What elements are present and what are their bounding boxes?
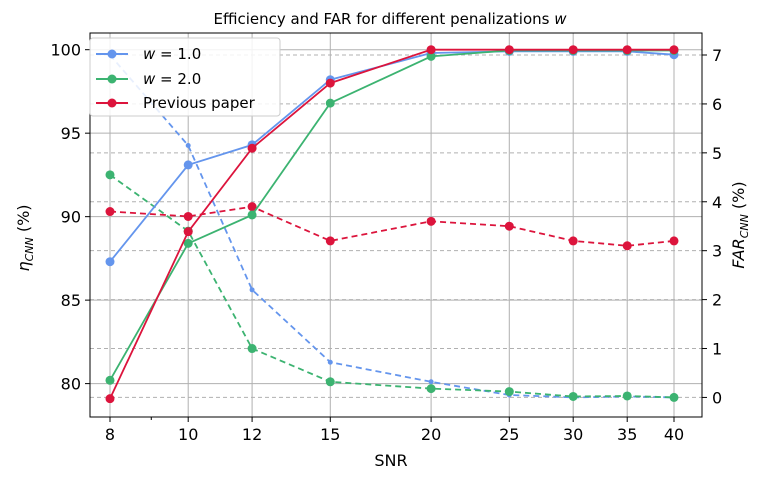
- data-point: [504, 387, 514, 397]
- y-ticks-left: 80 85 90 95 100: [50, 41, 90, 394]
- x-tick-label: 8: [105, 425, 115, 444]
- x-tick-label: 12: [242, 425, 262, 444]
- data-point: [183, 227, 193, 237]
- data-point: [325, 377, 335, 387]
- legend-item-w2: w = 2.0: [96, 70, 201, 88]
- legend-label-w2: w = 2.0: [143, 70, 201, 88]
- data-point: [249, 287, 255, 293]
- y-tick-label-right: 7: [712, 46, 722, 65]
- data-point: [247, 143, 257, 153]
- y-tick-label-right: 3: [712, 242, 722, 261]
- y-axis-label-right: FARCNN (%): [729, 181, 751, 268]
- legend-marker-previous-paper: [107, 98, 117, 108]
- data-point: [426, 51, 436, 61]
- data-point: [327, 359, 333, 365]
- data-point: [247, 210, 257, 220]
- y-tick-label-left: 80: [61, 375, 81, 394]
- data-point: [669, 45, 679, 55]
- y-ticks-right: 0 1 2 3 4 5 6 7: [702, 46, 722, 407]
- x-tick-label: 35: [617, 425, 637, 444]
- y-tick-label-right: 2: [712, 291, 722, 310]
- data-point: [325, 78, 335, 88]
- x-tick-label: 20: [421, 425, 441, 444]
- data-point: [426, 216, 436, 226]
- legend-item-previous-paper: Previous paper: [96, 94, 256, 112]
- y-tick-label-right: 5: [712, 144, 722, 163]
- data-point: [105, 375, 115, 385]
- legend-item-w1: w = 1.0: [96, 45, 201, 63]
- plot-series: [105, 45, 679, 404]
- y-tick-label-left: 85: [61, 291, 81, 310]
- data-point: [185, 143, 191, 149]
- data-point: [247, 344, 257, 354]
- data-point: [105, 394, 115, 404]
- y-tick-label-right: 4: [712, 193, 722, 212]
- series-line-4: [109, 174, 675, 399]
- data-point: [669, 392, 679, 402]
- x-tick-label: 40: [664, 425, 684, 444]
- data-point: [325, 98, 335, 108]
- data-point: [568, 45, 578, 55]
- data-point: [325, 236, 335, 246]
- y-tick-label-left: 100: [50, 41, 81, 60]
- x-tick-label: 25: [499, 425, 519, 444]
- data-point: [568, 391, 578, 401]
- data-point: [426, 384, 436, 394]
- legend-label-w1: w = 1.0: [143, 45, 201, 63]
- y-tick-label-left: 95: [61, 124, 81, 143]
- legend-box: [89, 37, 281, 117]
- data-point: [426, 45, 436, 55]
- y-tick-label-right: 6: [712, 95, 722, 114]
- legend: w = 1.0 w = 2.0 Previous paper: [89, 37, 281, 117]
- data-point: [568, 236, 578, 246]
- data-point: [622, 391, 632, 401]
- data-point: [183, 238, 193, 248]
- plot-frame: [89, 32, 703, 418]
- x-tick-label: 10: [178, 425, 198, 444]
- data-point: [622, 45, 632, 55]
- y-axis-label-left: ηCNN (%): [14, 204, 36, 271]
- data-point: [183, 160, 193, 170]
- data-point: [504, 45, 514, 55]
- data-point: [105, 257, 115, 267]
- legend-marker-w2: [107, 74, 117, 84]
- data-point: [669, 236, 679, 246]
- data-point: [504, 221, 514, 231]
- legend-marker-w1: [107, 49, 117, 59]
- chart-title: Efficiency and FAR for different penaliz…: [213, 10, 567, 28]
- y-tick-label-right: 1: [712, 340, 722, 359]
- legend-label-previous-paper: Previous paper: [143, 94, 256, 112]
- data-point: [247, 202, 257, 212]
- data-point: [105, 207, 115, 217]
- x-tick-label: 15: [320, 425, 340, 444]
- data-point: [183, 211, 193, 221]
- data-point: [622, 241, 632, 251]
- series-5: [105, 202, 679, 251]
- series-2: [105, 45, 679, 404]
- y-tick-label-right: 0: [712, 388, 722, 407]
- data-point: [105, 170, 115, 180]
- y-tick-label-left: 90: [61, 208, 81, 227]
- x-axis-label: SNR: [374, 451, 407, 470]
- x-ticks: 8 10 12 15 20 25 30 35 40: [105, 417, 684, 444]
- series-4: [105, 170, 679, 402]
- data-point: [428, 379, 434, 385]
- x-tick-label: 30: [563, 425, 583, 444]
